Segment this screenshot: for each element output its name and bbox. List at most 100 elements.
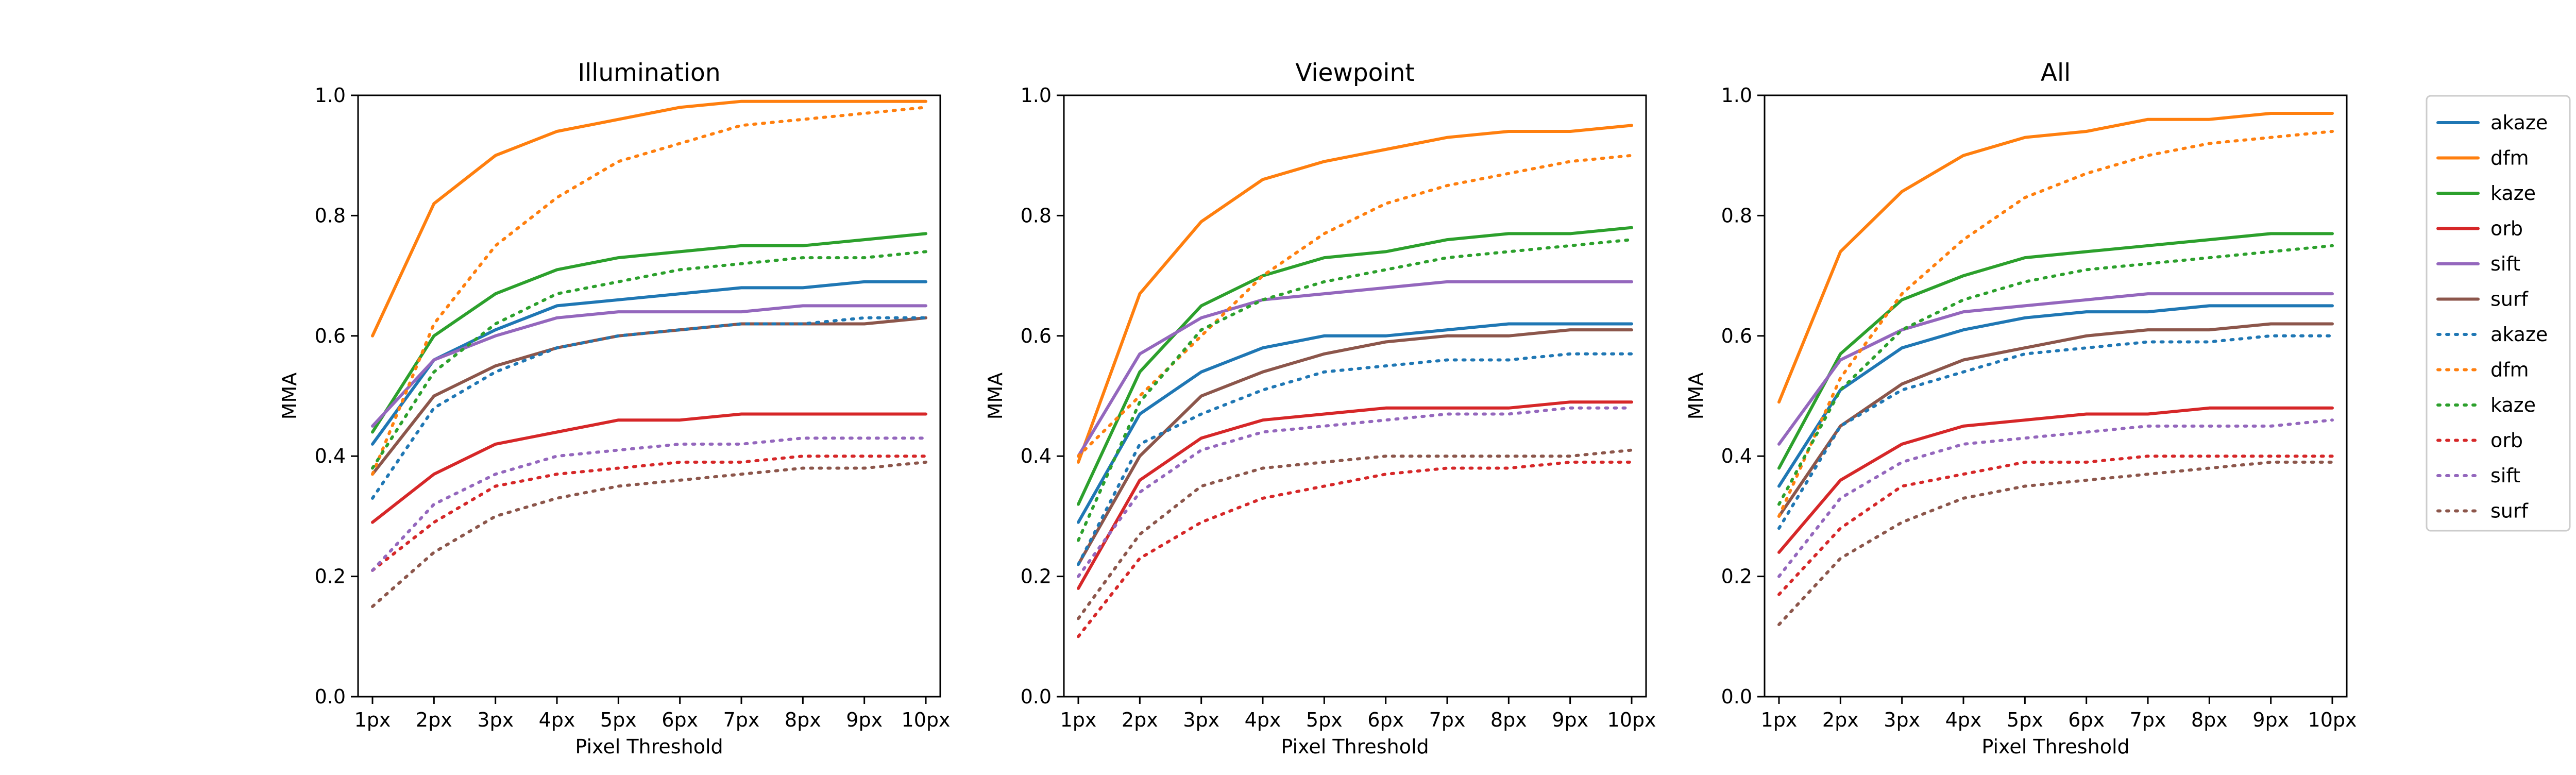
series-line-surf-dotted <box>1077 448 1633 620</box>
legend-label: surf <box>2490 500 2529 523</box>
legend-label: dfm <box>2490 147 2529 170</box>
legend-item-dfm-solid: dfm <box>2436 147 2529 170</box>
legend-item-orb-dotted: orb <box>2436 429 2523 452</box>
series-line-orb-dotted <box>1077 460 1633 638</box>
x-tick-label: 9px <box>2252 709 2289 731</box>
y-tick-label: 0.2 <box>315 565 346 588</box>
x-axis-label: Pixel Threshold <box>575 735 723 758</box>
y-axis-label: MMA <box>1685 373 1707 420</box>
legend-label: dfm <box>2490 359 2529 381</box>
x-axis-label: Pixel Threshold <box>1981 735 2129 758</box>
chart-title: Illumination <box>578 59 720 87</box>
plot-area <box>357 94 941 698</box>
series-line-kaze-dotted <box>1077 238 1633 542</box>
series-line-orb-solid <box>371 412 927 524</box>
legend-label: kaze <box>2490 394 2536 416</box>
series-line-surf-solid <box>1777 322 2334 518</box>
series-line-surf-dotted <box>1777 460 2334 626</box>
series-line-surf-solid <box>371 316 927 476</box>
series-line-orb-solid <box>1777 406 2334 554</box>
y-tick-label: 0.4 <box>1721 445 1752 467</box>
chart-panels: Illumination 0.0 0.2 0.4 0.6 0.8 1.0 1px 2px 3px 4… <box>278 59 2357 758</box>
y-tick-label: 0.2 <box>1721 565 1752 588</box>
y-axis-label: MMA <box>278 373 301 420</box>
legend-item-dfm-dotted: dfm <box>2436 359 2529 381</box>
y-tick-label: 0.4 <box>1021 445 1052 467</box>
series-line-kaze-dotted <box>1777 244 2334 506</box>
x-tick-label: 5px <box>2007 709 2043 731</box>
y-tick-label: 0.4 <box>315 445 346 467</box>
legend-item-surf-dotted: surf <box>2436 500 2529 523</box>
legend-item-sift-dotted: sift <box>2436 464 2520 487</box>
panel-illumination: Illumination 0.0 0.2 0.4 0.6 0.8 1.0 1px 2px 3px 4… <box>278 59 950 758</box>
x-axis-label: Pixel Threshold <box>1281 735 1429 758</box>
x-tick-label: 10px <box>2308 709 2357 731</box>
series-line-sift-solid <box>371 304 927 428</box>
legend-frame <box>2426 95 2571 532</box>
chart-title: Viewpoint <box>1295 59 1414 87</box>
legend-item-surf-solid: surf <box>2436 288 2529 311</box>
y-tick-label: 0.2 <box>1021 565 1052 588</box>
series-line-akaze-solid <box>1777 304 2334 488</box>
series-lines <box>1077 124 1633 638</box>
x-tick-label: 3px <box>1884 709 1920 731</box>
x-tick-label: 1px <box>1060 709 1097 731</box>
series-line-sift-dotted <box>1077 406 1633 578</box>
series-line-akaze-dotted <box>1077 352 1633 566</box>
y-tick-label: 0.8 <box>315 204 346 227</box>
chart-title: All <box>2041 59 2071 87</box>
x-tick-label: 1px <box>1761 709 1798 731</box>
x-tick-label: 3px <box>1183 709 1219 731</box>
x-tick-label: 8px <box>1490 709 1527 731</box>
y-tick-label: 1.0 <box>1721 84 1752 107</box>
x-tick-label: 7px <box>723 709 760 731</box>
x-tick-label: 4px <box>1945 709 1982 731</box>
series-line-dfm-solid <box>1077 124 1633 464</box>
series-line-kaze-solid <box>1077 226 1633 506</box>
legend-item-sift-solid: sift <box>2436 252 2520 275</box>
legend-label: kaze <box>2490 182 2536 205</box>
x-tick-label: 3px <box>477 709 514 731</box>
x-tick-label: 4px <box>1245 709 1281 731</box>
y-axis-label: MMA <box>984 373 1007 420</box>
series-line-akaze-dotted <box>371 316 927 500</box>
x-tick-label: 8px <box>2191 709 2228 731</box>
x-tick-label: 6px <box>2068 709 2105 731</box>
series-line-surf-solid <box>1077 328 1633 566</box>
series-line-dfm-dotted <box>1077 154 1633 458</box>
legend-item-kaze-dotted: kaze <box>2436 394 2536 416</box>
legend-label: akaze <box>2490 111 2548 134</box>
panel-all: All 0.0 0.2 0.4 0.6 0.8 1.0 1px 2px 3px 4px 5px 6px 7… <box>1685 59 2357 758</box>
legend-label: orb <box>2490 429 2523 452</box>
series-lines <box>371 99 927 608</box>
legend-item-orb-solid: orb <box>2436 217 2523 240</box>
y-tick-label: 0.0 <box>1021 685 1052 708</box>
y-tick-label: 0.0 <box>315 685 346 708</box>
legend-label: akaze <box>2490 323 2548 346</box>
panel-viewpoint: Viewpoint 0.0 0.2 0.4 0.6 0.8 1.0 1px 2px 3px 4px 5… <box>984 59 1656 758</box>
series-line-orb-dotted <box>371 454 927 572</box>
series-lines <box>1777 112 2334 626</box>
series-line-akaze-dotted <box>1777 334 2334 530</box>
series-line-akaze-solid <box>371 280 927 446</box>
series-line-dfm-solid <box>371 99 927 338</box>
x-tick-label: 10px <box>1607 709 1656 731</box>
x-tick-label: 8px <box>785 709 821 731</box>
y-tick-label: 0.6 <box>1721 325 1752 347</box>
x-tick-label: 9px <box>846 709 883 731</box>
x-tick-label: 2px <box>1822 709 1859 731</box>
x-tick-label: 7px <box>1429 709 1466 731</box>
y-tick-label: 0.8 <box>1721 204 1752 227</box>
y-tick-label: 1.0 <box>315 84 346 107</box>
legend-label: sift <box>2490 252 2520 275</box>
series-line-dfm-dotted <box>371 106 927 476</box>
x-tick-label: 9px <box>1552 709 1588 731</box>
x-tick-label: 5px <box>600 709 637 731</box>
x-tick-label: 5px <box>1306 709 1343 731</box>
x-tick-label: 10px <box>902 709 951 731</box>
y-tick-label: 0.8 <box>1021 204 1052 227</box>
series-line-dfm-dotted <box>1777 130 2334 518</box>
legend-item-akaze-dotted: akaze <box>2436 323 2548 346</box>
series-line-kaze-solid <box>1777 232 2334 470</box>
